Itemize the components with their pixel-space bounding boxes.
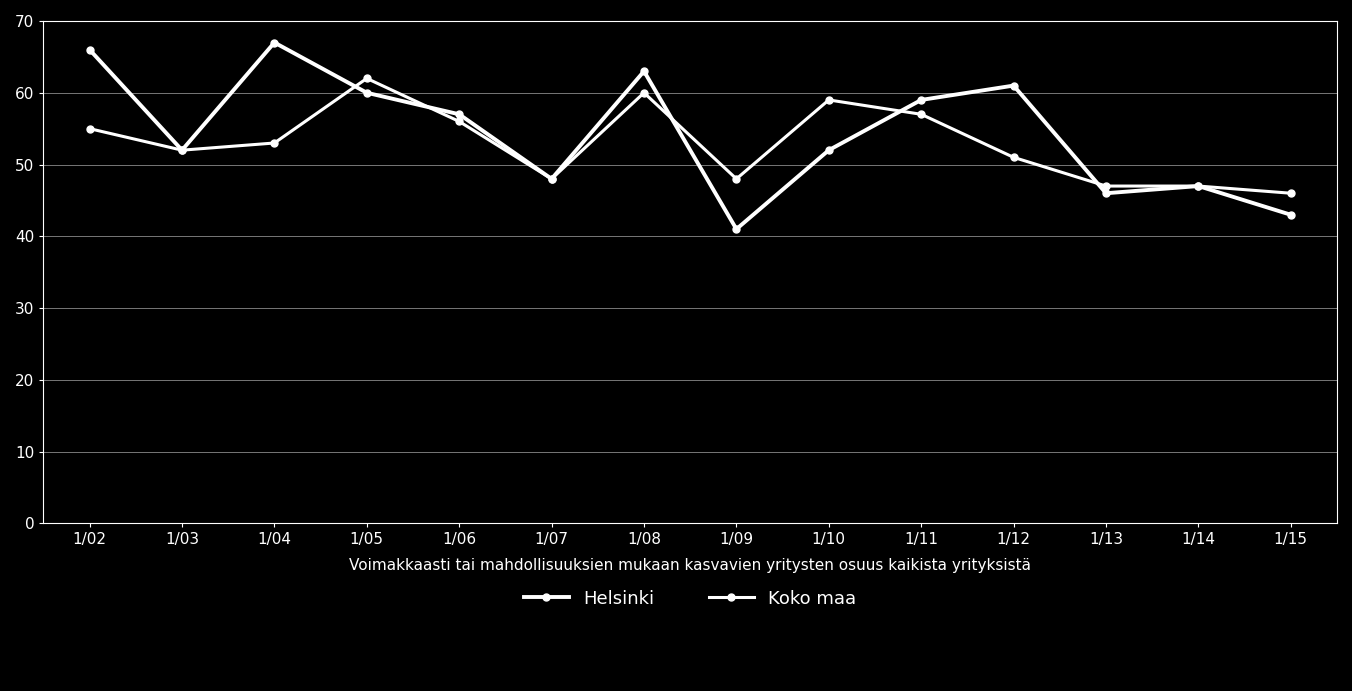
Koko maa [1190, 182, 1206, 190]
Koko maa [81, 124, 97, 133]
X-axis label: Voimakkaasti tai mahdollisuuksien mukaan kasvavien yritysten osuus kaikista yrit: Voimakkaasti tai mahdollisuuksien mukaan… [349, 558, 1032, 574]
Koko maa [1098, 182, 1114, 190]
Helsinki [1283, 211, 1299, 219]
Koko maa [544, 175, 560, 183]
Koko maa [1006, 153, 1022, 162]
Koko maa [452, 117, 468, 126]
Line: Koko maa: Koko maa [87, 75, 1294, 197]
Helsinki [266, 39, 283, 47]
Koko maa [729, 175, 745, 183]
Helsinki [635, 67, 652, 75]
Helsinki [1006, 82, 1022, 90]
Koko maa [1283, 189, 1299, 198]
Helsinki [913, 96, 929, 104]
Koko maa [635, 88, 652, 97]
Helsinki [544, 175, 560, 183]
Koko maa [913, 110, 929, 118]
Helsinki [452, 110, 468, 118]
Koko maa [266, 139, 283, 147]
Legend: Helsinki, Koko maa: Helsinki, Koko maa [516, 583, 864, 615]
Helsinki [821, 146, 837, 154]
Line: Helsinki: Helsinki [87, 39, 1294, 233]
Koko maa [358, 74, 375, 82]
Helsinki [358, 88, 375, 97]
Helsinki [729, 225, 745, 234]
Helsinki [1098, 189, 1114, 198]
Koko maa [821, 96, 837, 104]
Helsinki [81, 46, 97, 54]
Helsinki [174, 146, 191, 154]
Koko maa [174, 146, 191, 154]
Helsinki [1190, 182, 1206, 190]
